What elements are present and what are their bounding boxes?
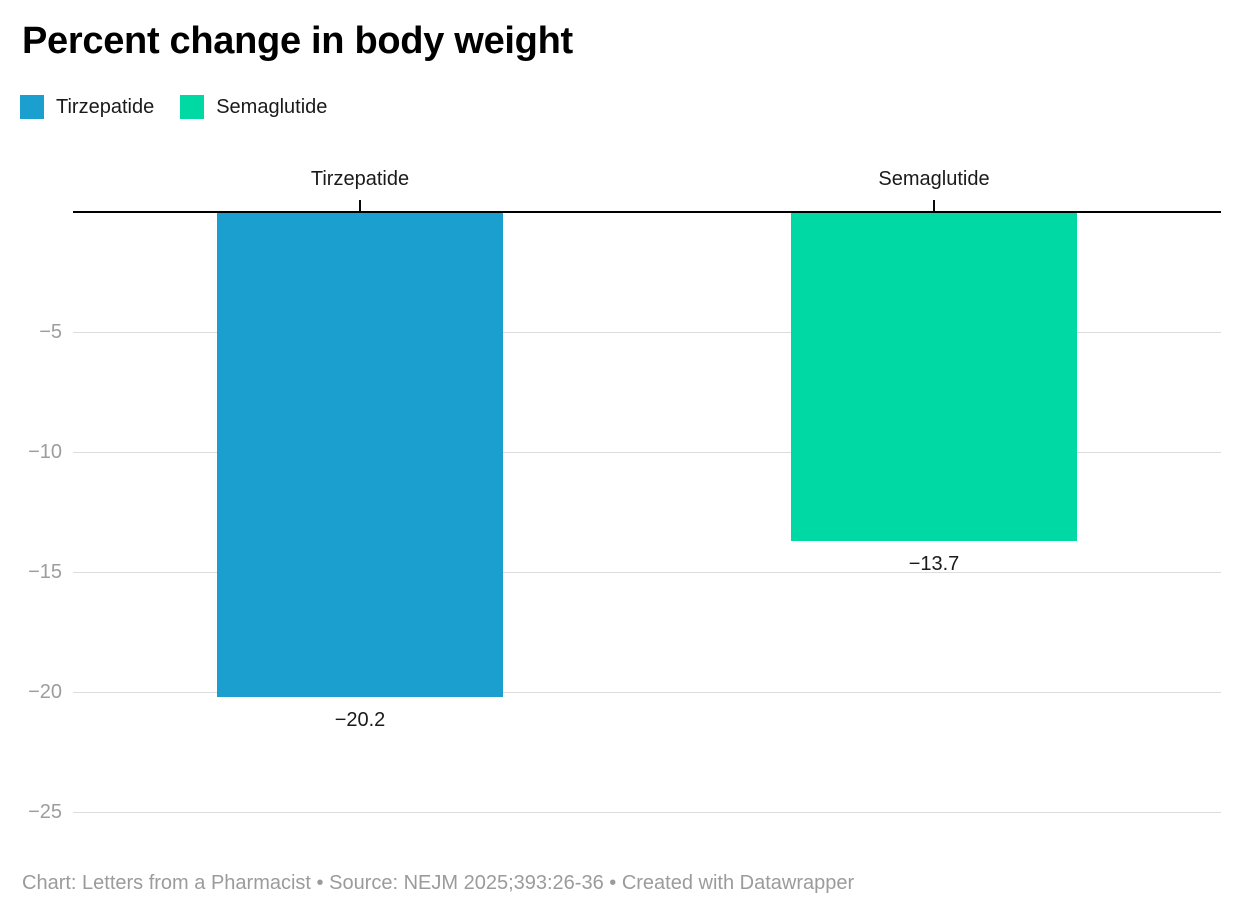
gridline [73, 452, 1221, 453]
footer-attribution: Chart: Letters from a Pharmacist • Sourc… [22, 872, 855, 894]
y-axis-tick-label: −25 [28, 801, 62, 823]
legend-swatch [20, 95, 44, 119]
category-label: Semaglutide [878, 168, 990, 190]
category-tick [933, 200, 935, 211]
zero-axis-line [73, 211, 1221, 213]
bar-tirzepatide[interactable] [217, 213, 503, 697]
legend-swatch [180, 95, 205, 119]
category-tick [359, 200, 361, 211]
y-axis-tick-label: −5 [39, 321, 62, 343]
bar-value-label: −13.7 [908, 553, 960, 575]
bar-semaglutide[interactable] [791, 213, 1077, 541]
gridline [73, 812, 1221, 813]
gridline [73, 572, 1221, 573]
chart-title: Percent change in body weight [22, 20, 573, 62]
y-axis-tick-label: −15 [28, 561, 62, 583]
category-label: Tirzepatide [310, 168, 410, 190]
legend-label: Semaglutide [216, 95, 328, 118]
gridline [73, 332, 1221, 333]
legend: Tirzepatide Semaglutide [20, 95, 327, 119]
legend-label: Tirzepatide [56, 95, 155, 118]
bar-value-label: −20.2 [334, 709, 386, 731]
y-axis-tick-label: −10 [28, 441, 62, 463]
gridline [73, 692, 1221, 693]
legend-item-semaglutide: Semaglutide [180, 95, 327, 119]
legend-item-tirzepatide: Tirzepatide [20, 95, 154, 119]
y-axis-tick-label: −20 [28, 681, 62, 703]
